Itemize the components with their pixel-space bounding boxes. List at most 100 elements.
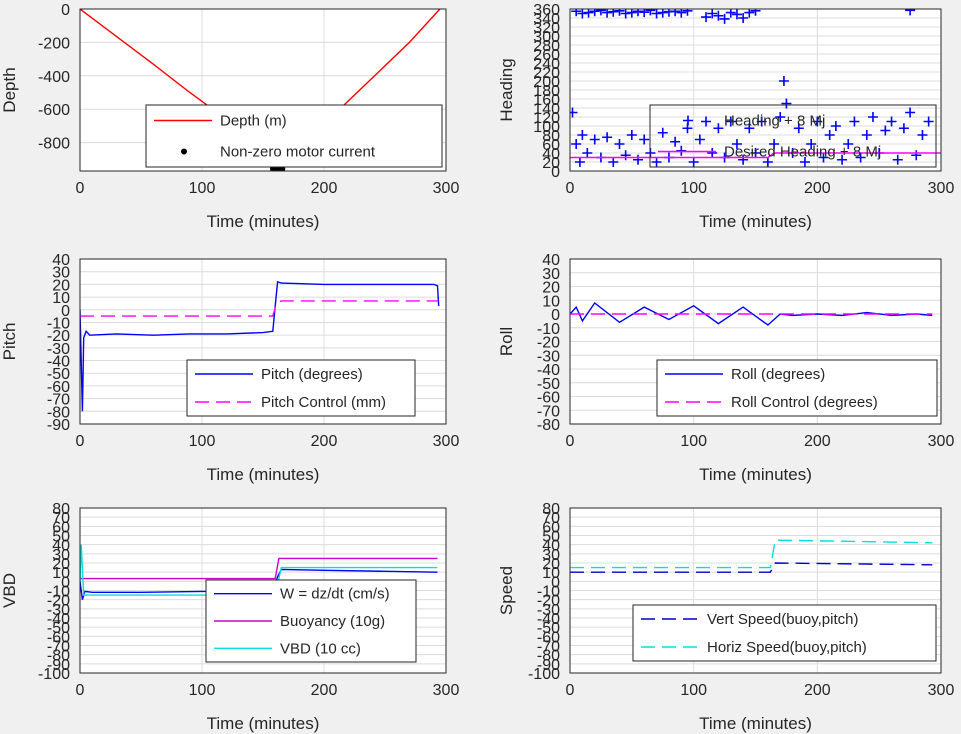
heading-series-0-point-65 (595, 9, 606, 16)
speed-ytick-label-11: -30 (537, 602, 560, 619)
speed-ytick-label-8: 0 (551, 574, 560, 591)
roll-legend-entry-1-label: Roll Control (degrees) (731, 394, 878, 411)
pitch-ylabel: Pitch (0, 323, 19, 361)
heading-ytick-label-11: 220 (533, 65, 560, 82)
heading-series-0-point-50 (861, 130, 872, 140)
heading-series-0-point-49 (855, 152, 866, 163)
heading-ytick-label-14: 280 (533, 38, 560, 55)
roll-xtick-label-1: 100 (680, 433, 707, 450)
heading-series-0-point-32 (756, 116, 767, 127)
pitch-ytick-label-9: -50 (47, 366, 70, 383)
heading-series-0-point-89 (905, 9, 916, 16)
speed-ytick-label-4: 40 (542, 538, 560, 555)
pitch-ytick-label-8: -40 (47, 354, 70, 371)
vbd-ytick-label-7: 10 (52, 565, 70, 582)
depth-legend-entry-0-label: Depth (m) (220, 113, 287, 130)
pitch-ytick-label-4: 0 (61, 303, 70, 320)
heading-series-0-point-80 (701, 12, 712, 23)
heading-series-0-point-33 (762, 157, 773, 167)
speed-ytick-label-12: -40 (537, 611, 560, 628)
roll-ytick-label-7: -30 (537, 348, 560, 365)
speed-ytick-label-13: -50 (537, 620, 560, 637)
speed-ytick-label-10: -20 (537, 593, 560, 610)
speed-series-group (570, 539, 933, 573)
pitch-ytick-label-12: -80 (47, 404, 70, 421)
heading-series-0-point-15 (651, 157, 662, 167)
vbd-axes-frame (79, 507, 447, 674)
heading-series-0-point-30 (744, 123, 755, 134)
speed-ytick-label-18: -100 (528, 666, 560, 683)
heading-series-0-point-47 (843, 139, 854, 149)
heading-series-0-point-36 (778, 76, 789, 86)
heading-ytick-label-12: 240 (533, 56, 560, 73)
depth-legend: Depth (m) Non-zero motor current (145, 104, 443, 168)
heading-ytick-label-6: 120 (533, 110, 560, 127)
heading-series-0-point-5 (589, 134, 600, 145)
heading-ytick-label-16: 320 (533, 20, 560, 37)
roll-ytick-label-8: -40 (537, 362, 560, 379)
vbd-ytick-label-17: -90 (47, 657, 70, 674)
heading-series-0-point-41 (806, 139, 817, 149)
depth-ytick-label-2: -400 (38, 69, 70, 86)
heading-series-0-point-4 (582, 148, 593, 158)
heading-series-0-point-53 (880, 125, 891, 136)
speed-ytick-label-2: 60 (542, 519, 560, 536)
heading-series-0-point-35 (775, 112, 786, 122)
depth-axes-frame (79, 8, 447, 172)
speed-series-1-line (570, 539, 933, 569)
pitch-ytick-label-11: -70 (47, 392, 70, 409)
speed-ytick-label-1: 70 (542, 510, 560, 527)
heading-ytick-label-17: 340 (533, 11, 560, 28)
depth-ytick-label-1: -200 (38, 35, 70, 52)
vbd-ylabel: VBD (0, 573, 19, 608)
heading-axes: 0 100 200 300020406080100120140160180200220… (497, 2, 954, 231)
depth-legend-box (145, 104, 443, 168)
roll-ytick-label-3: 10 (542, 293, 560, 310)
heading-series-0-point-19 (676, 145, 687, 156)
vbd-ytick-label-11: -30 (47, 602, 70, 619)
roll-ytick-label-4: 0 (551, 307, 560, 324)
roll-xlabel: Time (minutes) (699, 465, 812, 484)
roll-ytick-label-1: 30 (542, 266, 560, 283)
heading-ytick-label-7: 140 (533, 101, 560, 118)
heading-ytick-label-0: 0 (551, 164, 560, 181)
depth-xtick-label-0: 0 (76, 180, 85, 197)
heading-series-0-point-48 (849, 116, 860, 127)
heading-series-0-point-40 (799, 157, 810, 167)
heading-series-0-point-10 (620, 150, 631, 161)
heading-xlabel: Time (minutes) (699, 212, 812, 231)
heading-series-0-point-61 (571, 9, 582, 17)
speed-ytick-label-3: 50 (542, 529, 560, 546)
roll-ytick-label-12: -80 (537, 417, 560, 434)
vbd-xtick-label-3: 300 (433, 682, 460, 699)
vbd-ytick-label-1: 70 (52, 510, 70, 527)
heading-xtick-label-2: 200 (804, 180, 831, 197)
pitch-ytick-label-7: -30 (47, 341, 70, 358)
heading-series-0-point-81 (707, 9, 718, 19)
pitch-legend: Pitch (degrees) Pitch Control (mm) (186, 359, 416, 417)
heading-series-0-point-1 (571, 139, 582, 149)
heading-series-0-point-12 (633, 154, 644, 165)
heading-series-0-point-3 (577, 130, 588, 140)
vbd-ytick-label-18: -100 (38, 666, 70, 683)
depth-ytick-label-4: -800 (38, 136, 70, 153)
heading-ylabel: Heading (497, 58, 516, 121)
pitch-axes-frame (79, 258, 447, 425)
speed-xtick-label-3: 300 (928, 682, 955, 699)
heading-series-0-point-69 (620, 9, 631, 19)
pitch-ytick-label-13: -90 (47, 417, 70, 434)
pitch-axes: 0 100 200 300403020100-10-20-30-40-50-60-70… (0, 252, 459, 484)
pitch-legend-entry-1-label: Pitch Control (mm) (261, 394, 386, 411)
speed-axes-frame (569, 507, 942, 674)
heading-series-1-line (570, 152, 941, 159)
depth-xtick-label-2: 200 (311, 180, 338, 197)
vbd-ytick-label-16: -80 (47, 648, 70, 665)
heading-series-0-point-82 (713, 10, 724, 21)
heading-axes-frame (569, 8, 942, 172)
roll-xtick-label-3: 300 (928, 433, 955, 450)
pitch-series-1-line (80, 300, 438, 317)
heading-ytick-label-18: 360 (533, 2, 560, 19)
heading-series-0-point-64 (589, 9, 600, 17)
vbd-ytick-label-13: -50 (47, 620, 70, 637)
